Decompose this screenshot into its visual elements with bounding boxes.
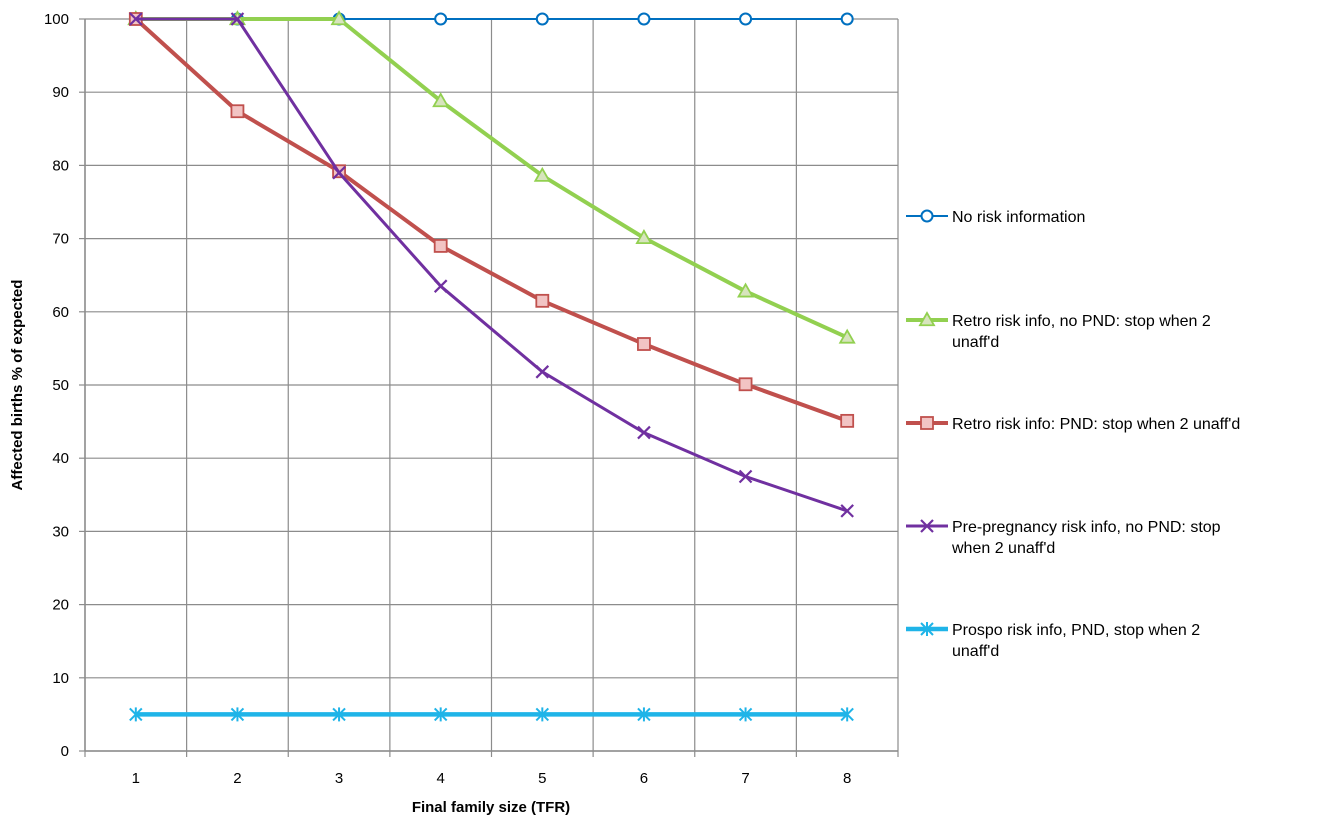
legend-label: Prospo risk info, PND, stop when 2 unaff'… (952, 622, 1200, 660)
y-tick-label: 40 (52, 450, 69, 467)
legend-label-line: No risk information (952, 209, 1085, 226)
legend-label-line: unaff'd (952, 643, 999, 660)
data-point (637, 425, 651, 440)
data-point (738, 707, 753, 722)
axes: 0 10 20 30 40 50 60 70 80 90 100 1 2 3 4 5 6 7 8 (44, 11, 899, 787)
marker-stroke (129, 12, 143, 26)
data-point (637, 12, 651, 26)
x-tick-label: 4 (437, 770, 445, 787)
legend-label-line: Retro risk info, no PND: stop when 2 (952, 313, 1211, 330)
legend-label-line: Pre-pregnancy risk info, no PND: stop (952, 519, 1221, 536)
x-axis-title: Final family size (TFR) (412, 799, 570, 816)
data-point (230, 104, 245, 119)
data-point (637, 337, 651, 351)
data-point (533, 166, 551, 182)
x-tick-label: 7 (741, 770, 749, 787)
data-point (129, 707, 143, 722)
data-point (737, 282, 755, 298)
y-tick-label: 0 (61, 743, 69, 760)
marker-stroke (840, 504, 854, 518)
legend-marker (920, 416, 934, 430)
series-line (135, 17, 848, 513)
marker-stroke (637, 425, 651, 440)
y-tick-label: 80 (52, 157, 69, 174)
x-tick-label: 6 (640, 770, 648, 787)
legend-item-5: Prospo risk info, PND, stop when 2 unaff'… (906, 622, 1200, 660)
legend-label: No risk information (952, 209, 1085, 226)
data-point (535, 12, 549, 26)
y-axis-title: Affected births % of expected (9, 280, 26, 491)
marker-stroke (535, 365, 550, 379)
y-tick-label: 70 (52, 231, 69, 248)
data-point (535, 293, 550, 308)
data-point (433, 707, 448, 722)
data-point (230, 707, 245, 722)
x-tick-label: 2 (233, 770, 241, 787)
data-point (738, 469, 753, 484)
legend-item-2: Retro risk info, no PND: stop when 2 unaf… (906, 311, 1211, 351)
legend-item-4: Pre-pregnancy risk info, no PND: stop whe… (906, 519, 1221, 557)
marker-stroke (332, 165, 346, 180)
legend-marker (918, 311, 936, 327)
y-tick-label: 30 (52, 523, 69, 540)
data-point (840, 413, 855, 428)
y-tick-label: 90 (52, 84, 69, 101)
legend-label: Retro risk info, no PND: stop when 2 unaf… (952, 313, 1211, 351)
legend-label-line: when 2 unaff'd (951, 540, 1055, 557)
x-tick-label: 8 (843, 770, 851, 787)
legend-marker (920, 519, 934, 533)
data-point (535, 365, 550, 379)
data-point (840, 12, 854, 26)
y-tick-label: 60 (52, 304, 69, 321)
x-tick-label: 1 (132, 770, 140, 787)
data-point (129, 12, 143, 26)
data-point (840, 504, 854, 518)
series-4 (129, 12, 854, 518)
x-tick-label: 5 (538, 770, 546, 787)
series-5 (129, 707, 854, 722)
data-point (434, 12, 448, 26)
data-point (433, 239, 448, 253)
data-point (838, 328, 856, 344)
series-layer (127, 10, 856, 722)
y-tick-label: 50 (52, 377, 69, 394)
data-point (230, 12, 245, 26)
data-point (739, 12, 753, 26)
data-point (840, 707, 854, 722)
legend-label-line: unaff'd (952, 334, 999, 351)
data-point (332, 707, 346, 722)
gridlines (84, 18, 899, 752)
y-tick-label: 10 (52, 670, 69, 687)
data-point (330, 10, 348, 26)
x-tick-label: 3 (335, 770, 343, 787)
legend-label: Retro risk info: PND: stop when 2 unaff'… (952, 416, 1240, 433)
data-point (637, 707, 651, 722)
legend: No risk information Retro risk info, no P… (906, 209, 1240, 660)
marker-stroke (738, 469, 753, 484)
data-point (332, 165, 346, 180)
legend-marker (920, 209, 934, 223)
data-point (432, 92, 450, 108)
series-line (135, 17, 849, 340)
marker-stroke (433, 279, 448, 293)
legend-item-3: Retro risk info: PND: stop when 2 unaff'… (906, 416, 1240, 433)
legend-marker (920, 622, 934, 636)
data-point (635, 229, 653, 245)
marker-stroke (920, 519, 934, 533)
data-point (738, 377, 753, 392)
y-tick-label: 100 (44, 11, 69, 28)
series-line (134, 17, 848, 423)
data-point (535, 707, 550, 722)
marker-stroke (230, 12, 245, 26)
y-tick-label: 20 (52, 597, 69, 614)
data-point (433, 279, 448, 293)
legend-label-line: Retro risk info: PND: stop when 2 unaff'… (952, 416, 1240, 433)
legend-item-1: No risk information (906, 209, 1085, 226)
legend-label: Pre-pregnancy risk info, no PND: stop whe… (951, 519, 1221, 557)
legend-label-line: Prospo risk info, PND, stop when 2 (952, 622, 1200, 639)
